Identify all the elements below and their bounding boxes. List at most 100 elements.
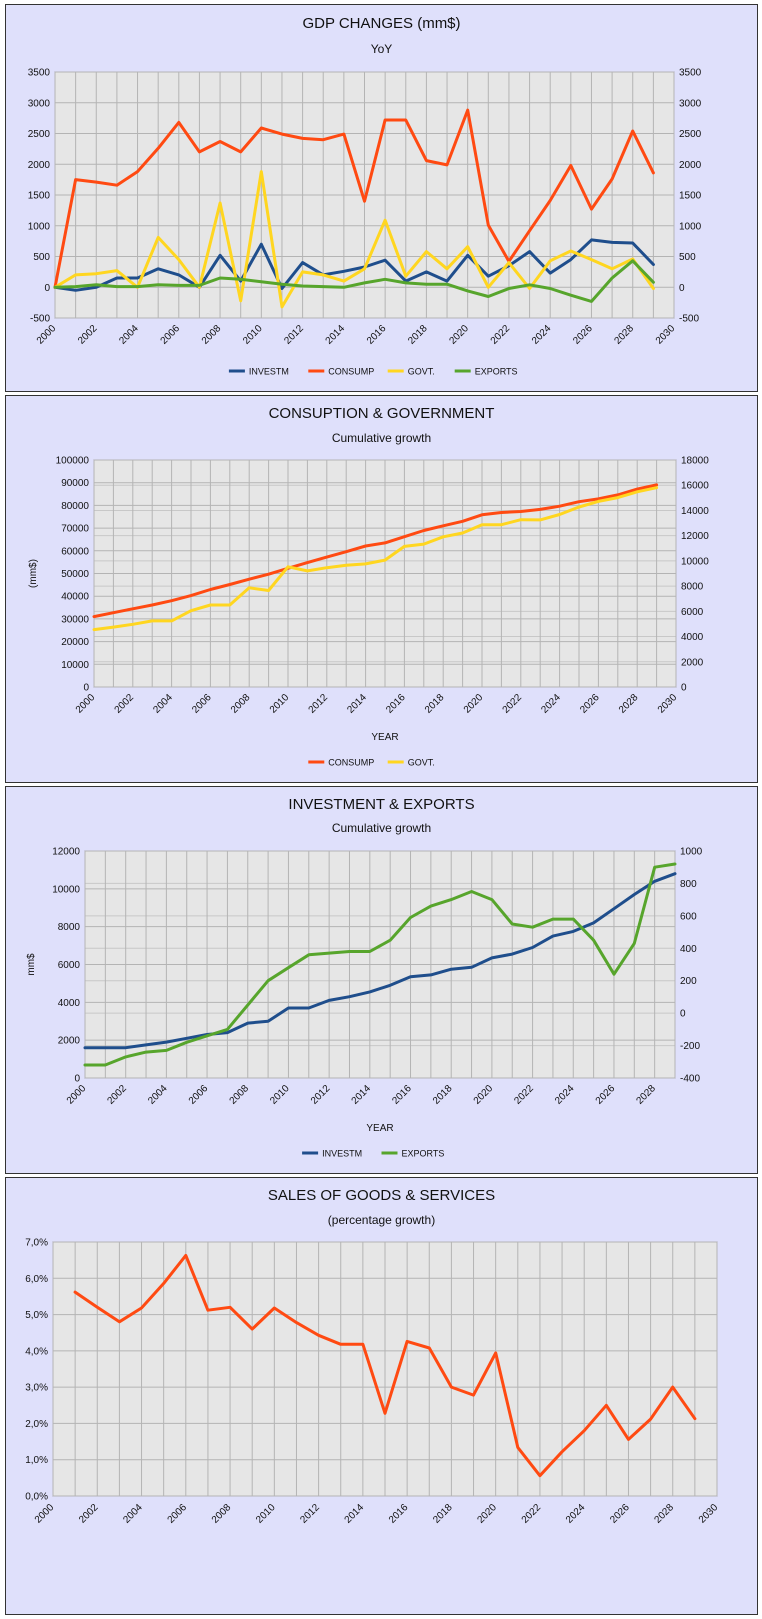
y2-tick-label: 1000: [679, 221, 702, 232]
legend-label-consump: CONSUMP: [328, 758, 374, 768]
y-tick-label: 5,0%: [25, 1310, 48, 1321]
x-tick-label: 2024: [553, 1083, 577, 1107]
legend-label-consump: CONSUMP: [328, 367, 374, 377]
y-tick-label: 0,0%: [25, 1492, 48, 1503]
x-tick-label: 2016: [387, 1502, 411, 1526]
x-tick-label: 2002: [77, 1502, 101, 1526]
y-axis-label: mm$: [26, 953, 37, 976]
y2-tick-label: 0: [680, 1009, 686, 1020]
y2-tick-label: -500: [679, 314, 699, 325]
chart-consumption-government: CONSUPTION & GOVERNMENT Cumulative growth…: [28, 405, 709, 768]
x-tick-label: 2010: [268, 692, 292, 716]
x-tick-label: 2002: [76, 323, 100, 347]
x-tick-label: 2024: [539, 692, 563, 716]
x-tick-label: 2028: [613, 323, 637, 347]
x-tick-label: 2004: [121, 1502, 145, 1526]
y-tick-label: 0: [44, 283, 50, 294]
x-axis-label: YEAR: [371, 732, 398, 743]
y-tick-label: 0: [74, 1074, 80, 1085]
chart-panel-consumption-government: CONSUPTION & GOVERNMENT Cumulative growth…: [5, 395, 758, 783]
y-axis-label: (mm$): [28, 559, 39, 588]
y-tick-label: 3000: [28, 98, 51, 109]
x-tick-label: 2016: [384, 692, 408, 716]
y-tick-label: 4000: [58, 998, 81, 1009]
y2-tick-label: 800: [680, 879, 697, 890]
x-tick-label: 2004: [117, 323, 141, 347]
x-tick-label: 2010: [268, 1083, 292, 1107]
series-line-exports: [53, 259, 655, 303]
x-tick-label: 2014: [343, 1502, 367, 1526]
y2-tick-label: 2000: [681, 657, 704, 668]
x-tick-label: 2012: [282, 323, 306, 347]
y-tick-label: 1500: [28, 191, 51, 202]
y2-tick-label: 500: [679, 252, 696, 263]
chart-panel-sales-goods-services: SALES OF GOODS & SERVICES (percentage gro…: [5, 1177, 758, 1615]
x-tick-label: 2012: [307, 692, 331, 716]
chart-subtitle: Cumulative growth: [332, 431, 431, 445]
series-line-govt: [53, 170, 655, 309]
chart-subtitle: Cumulative growth: [332, 821, 431, 835]
x-tick-label: 2020: [447, 323, 471, 347]
chart-panel-investment-exports: INVESTMENT & EXPORTS Cumulative growth 0 20…: [5, 786, 758, 1174]
x-tick-label: 2000: [65, 1083, 89, 1107]
y2-tick-label: -400: [680, 1074, 700, 1085]
x-tick-label: 2028: [634, 1083, 658, 1107]
y2-tick-label: 10000: [681, 556, 709, 567]
x-tick-label: 2014: [345, 692, 369, 716]
y-tick-label: 20000: [61, 637, 89, 648]
x-tick-label: 2030: [654, 323, 678, 347]
legend-label-exports: EXPORTS: [402, 1149, 445, 1159]
x-tick-label: 2018: [406, 323, 430, 347]
chart-subtitle: (percentage growth): [328, 1213, 435, 1227]
y2-tick-label: 1500: [679, 191, 702, 202]
y-tick-label: 3,0%: [25, 1383, 48, 1394]
y-tick-label: 3500: [28, 68, 51, 79]
y-tick-label: 500: [33, 252, 50, 263]
x-tick-label: 2026: [578, 692, 602, 716]
y2-tick-label: 600: [680, 911, 697, 922]
y2-tick-label: 0: [681, 683, 687, 694]
x-tick-label: 2018: [431, 1502, 455, 1526]
series-line-consump: [53, 108, 655, 289]
series-line-investm: [83, 872, 677, 1050]
y-tick-label: 4,0%: [25, 1346, 48, 1357]
y-tick-label: 2000: [58, 1036, 81, 1047]
x-tick-label: 2012: [309, 1083, 333, 1107]
y2-tick-label: 14000: [681, 506, 709, 517]
x-tick-label: 2004: [146, 1083, 170, 1107]
y2-tick-label: 1000: [680, 847, 703, 858]
x-tick-label: 2020: [462, 692, 486, 716]
y-tick-label: 40000: [61, 592, 89, 603]
y2-tick-label: -200: [680, 1041, 700, 1052]
series-line: [73, 1253, 697, 1478]
y-tick-label: -500: [30, 314, 50, 325]
y-tick-label: 60000: [61, 546, 89, 557]
x-tick-label: 2024: [564, 1502, 588, 1526]
y2-tick-label: 2000: [679, 160, 702, 171]
x-tick-label: 2002: [113, 692, 137, 716]
y-tick-label: 2500: [28, 129, 51, 140]
chart-sales-goods-services: SALES OF GOODS & SERVICES (percentage gro…: [25, 1187, 720, 1526]
y-tick-label: 8000: [58, 922, 81, 933]
y-tick-label: 12000: [52, 847, 80, 858]
y-tick-label: 90000: [61, 478, 89, 489]
x-tick-label: 2014: [350, 1083, 374, 1107]
series-line-consump: [92, 483, 659, 619]
chart-title: SALES OF GOODS & SERVICES: [268, 1187, 495, 1204]
chart-subtitle: YoY: [371, 42, 393, 56]
y2-tick-label: 16000: [681, 481, 709, 492]
x-tick-label: 2008: [200, 323, 224, 347]
y-tick-label: 10000: [52, 884, 80, 895]
series-line-exports: [83, 862, 677, 1067]
chart-title: GDP CHANGES (mm$): [302, 15, 460, 32]
x-tick-label: 2008: [228, 1083, 252, 1107]
x-tick-label: 2000: [74, 692, 98, 716]
y2-tick-label: 200: [680, 976, 697, 987]
y-tick-label: 7,0%: [25, 1238, 48, 1249]
x-tick-label: 2006: [190, 692, 214, 716]
x-tick-label: 2010: [241, 323, 265, 347]
x-tick-label: 2028: [653, 1502, 677, 1526]
y-tick-label: 1,0%: [25, 1455, 48, 1466]
y-tick-label: 10000: [61, 660, 89, 671]
x-tick-label: 2006: [159, 323, 183, 347]
